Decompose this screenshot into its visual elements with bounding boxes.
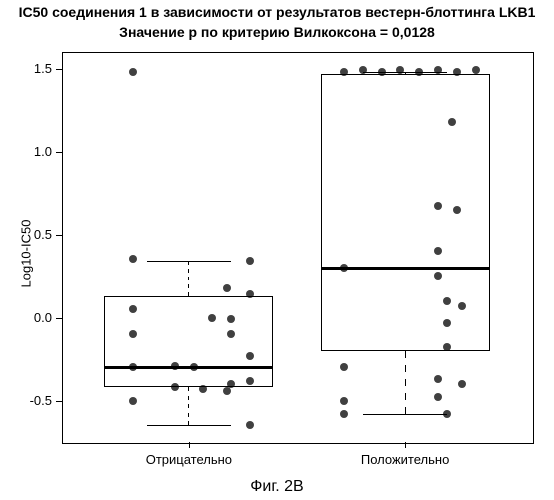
whisker-dash: [188, 396, 189, 400]
x-tick-label: Положительно: [335, 452, 475, 467]
whisker-cap: [363, 414, 448, 415]
data-point: [458, 380, 466, 388]
data-point: [129, 363, 137, 371]
chart-title-1: IC50 соединения 1 в зависимости от резул…: [0, 4, 554, 20]
figure: IC50 соединения 1 в зависимости от резул…: [0, 0, 554, 500]
whisker-dash: [405, 365, 406, 372]
whisker-cap: [147, 261, 232, 262]
whisker-dash: [405, 379, 406, 386]
whisker-cap: [147, 425, 232, 426]
whisker-dash: [405, 407, 406, 414]
data-point: [129, 255, 137, 263]
x-tick-label: Отрицательно: [119, 452, 259, 467]
y-tick-label: 0.5: [22, 227, 52, 242]
whisker-dash: [188, 387, 189, 391]
chart-title-2: Значение p по критерию Вилкоксона = 0,01…: [0, 24, 554, 40]
data-point: [171, 362, 179, 370]
y-tick: [56, 235, 62, 236]
whisker-dash: [405, 351, 406, 358]
data-point: [129, 68, 137, 76]
y-tick-label: -0.5: [22, 393, 52, 408]
whisker-dash: [188, 284, 189, 288]
data-point: [246, 377, 254, 385]
data-point: [443, 319, 451, 327]
data-point: [453, 68, 461, 76]
data-point: [199, 385, 207, 393]
data-point: [208, 314, 216, 322]
data-point: [246, 352, 254, 360]
figure-caption: Фиг. 2В: [0, 478, 554, 496]
whisker-dash: [188, 413, 189, 417]
whisker-dash: [188, 292, 189, 296]
data-point: [453, 206, 461, 214]
y-axis-label: Log10-IC50: [19, 208, 34, 288]
data-point: [129, 330, 137, 338]
data-point: [129, 397, 137, 405]
data-point: [472, 66, 480, 74]
y-tick: [56, 69, 62, 70]
data-point: [340, 68, 348, 76]
data-point: [340, 264, 348, 272]
whisker-dash: [188, 404, 189, 408]
y-tick-label: 1.0: [22, 144, 52, 159]
x-tick: [189, 442, 190, 448]
whisker-dash: [188, 269, 189, 273]
data-point: [190, 363, 198, 371]
whisker-dash: [405, 393, 406, 400]
data-point: [340, 397, 348, 405]
y-tick: [56, 401, 62, 402]
data-point: [434, 272, 442, 280]
x-tick: [405, 442, 406, 448]
y-tick: [56, 318, 62, 319]
whisker-dash: [188, 277, 189, 281]
y-tick-label: 0.0: [22, 310, 52, 325]
data-point: [340, 410, 348, 418]
y-tick: [56, 152, 62, 153]
data-point: [434, 375, 442, 383]
data-point: [378, 68, 386, 76]
data-point: [458, 302, 466, 310]
y-tick-label: 1.5: [22, 61, 52, 76]
data-point: [171, 383, 179, 391]
data-point: [448, 118, 456, 126]
data-point: [129, 305, 137, 313]
data-point: [223, 387, 231, 395]
data-point: [223, 284, 231, 292]
